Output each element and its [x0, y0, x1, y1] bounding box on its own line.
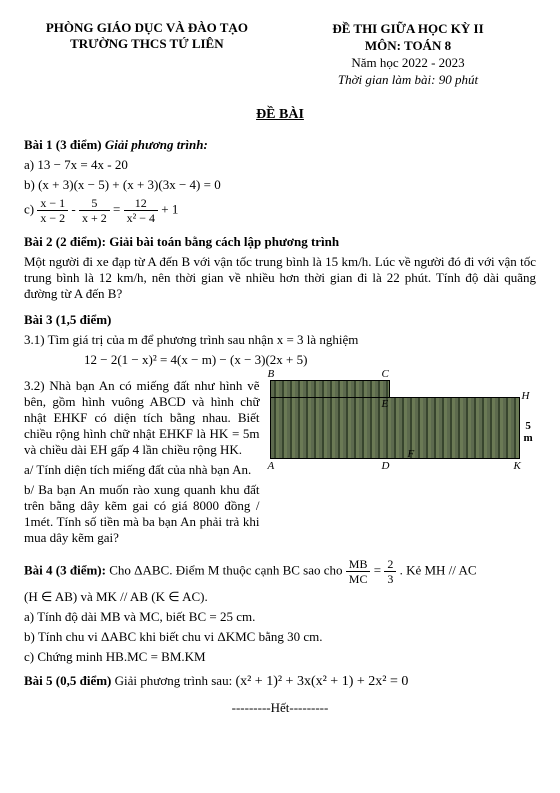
bai1-c: c) x − 1x − 2 - 5x + 2 = 12x² − 4 + 1 — [24, 197, 536, 224]
bai5-head: Bài 5 (0,5 điểm) — [24, 673, 111, 688]
bai4-line2: (H ∈ AB) và MK // AB (K ∈ AC). — [24, 589, 536, 605]
frac1: x − 1x − 2 — [37, 197, 68, 224]
end-marker: ---------Hết--------- — [24, 700, 536, 716]
f2n: 5 — [79, 197, 110, 211]
bai4-eq: = — [374, 562, 385, 577]
bai3-2-text: 3.2) Nhà bạn An có miếng đất như hình vẽ… — [24, 378, 260, 458]
exam-year: Năm học 2022 - 2023 — [280, 55, 536, 71]
bai1-sub: Giải phương trình: — [102, 137, 208, 152]
c-lead: c) — [24, 201, 37, 216]
b4fn: MB — [346, 558, 371, 572]
bai5-eq: (x² + 1)² + 3x(x² + 1) + 2x² = 0 — [235, 674, 408, 689]
page-title: ĐỀ BÀI — [24, 107, 536, 123]
b4f2d: 3 — [384, 572, 396, 585]
minus: - — [71, 201, 79, 216]
lbl5m: 5 m — [524, 420, 533, 444]
lblB: B — [268, 368, 275, 380]
f1n: x − 1 — [37, 197, 68, 211]
lblK: K — [514, 460, 521, 472]
b4fd: MC — [346, 572, 371, 585]
header-school: TRƯỜNG THCS TỨ LIÊN — [24, 36, 270, 52]
exam-subject: MÔN: TOÁN 8 — [280, 38, 536, 54]
lblC: C — [382, 368, 389, 380]
bai1-label: Bài 1 (3 điểm) — [24, 137, 102, 152]
bai3-1: 3.1) Tìm giá trị của m để phương trình s… — [24, 332, 536, 348]
b4f2n: 2 — [384, 558, 396, 572]
bai3-1-eq: 12 − 2(1 − x)² = 4(x − m) − (x − 3)(2x +… — [24, 352, 536, 368]
bai4-f1: MBMC — [346, 558, 371, 585]
bai4-lead: Cho ΔABC. Điểm M thuộc cạnh BC sao cho — [109, 562, 346, 577]
f3n: 12 — [124, 197, 158, 211]
bai4-a: a) Tính độ dài MB và MC, biết BC = 25 cm… — [24, 609, 536, 625]
lblD: D — [382, 460, 390, 472]
bai2-body: Một người đi xe đạp từ A đến B với vận t… — [24, 254, 536, 302]
bai1-b: b) (x + 3)(x − 5) + (x + 3)(3x − 4) = 0 — [24, 177, 536, 193]
exam-time: Thời gian làm bài: 90 phút — [280, 72, 536, 88]
frac3: 12x² − 4 — [124, 197, 158, 224]
plus1: + 1 — [161, 201, 178, 216]
land-figure: B C E H A D F K 5 m — [270, 374, 536, 459]
exam-title: ĐỀ THI GIỮA HỌC KỲ II — [280, 21, 536, 37]
bai1-a: a) 13 − 7x = 4x - 20 — [24, 157, 536, 173]
bai3-2-b: b/ Ba bạn An muốn rào xung quanh khu đất… — [24, 482, 260, 546]
bai4-line1: Bài 4 (3 điểm): Cho ΔABC. Điểm M thuộc c… — [24, 558, 536, 585]
bai4-f2: 23 — [384, 558, 396, 585]
bai4-tail: . Kẻ MH // AC — [400, 562, 477, 577]
f3d: x² − 4 — [124, 211, 158, 224]
bai4-head: Bài 4 (3 điểm): — [24, 562, 106, 577]
bai1-head: Bài 1 (3 điểm) Giải phương trình: — [24, 137, 536, 153]
bai3-head: Bài 3 (1,5 điểm) — [24, 312, 536, 328]
bai3-2-a: a/ Tính diện tích miếng đất của nhà bạn … — [24, 462, 260, 478]
bai2-head: Bài 2 (2 điểm): Giải bài toán bằng cách … — [24, 234, 536, 250]
bai4-b: b) Tính chu vi ΔABC khi biết chu vi ΔKMC… — [24, 629, 536, 645]
f1d: x − 2 — [37, 211, 68, 224]
bai5-lead: Giải phương trình sau: — [115, 673, 236, 688]
bai5-line: Bài 5 (0,5 điểm) Giải phương trình sau: … — [24, 673, 536, 690]
frac2: 5x + 2 — [79, 197, 110, 224]
lblE: E — [382, 398, 389, 410]
bai4-c: c) Chứng minh HB.MC = BM.KM — [24, 649, 536, 665]
header-dept: PHÒNG GIÁO DỤC VÀ ĐÀO TẠO — [24, 20, 270, 36]
lblF: F — [408, 448, 415, 460]
eq: = — [113, 201, 124, 216]
f2d: x + 2 — [79, 211, 110, 224]
lblA: A — [268, 460, 275, 472]
lblH: H — [522, 390, 530, 402]
